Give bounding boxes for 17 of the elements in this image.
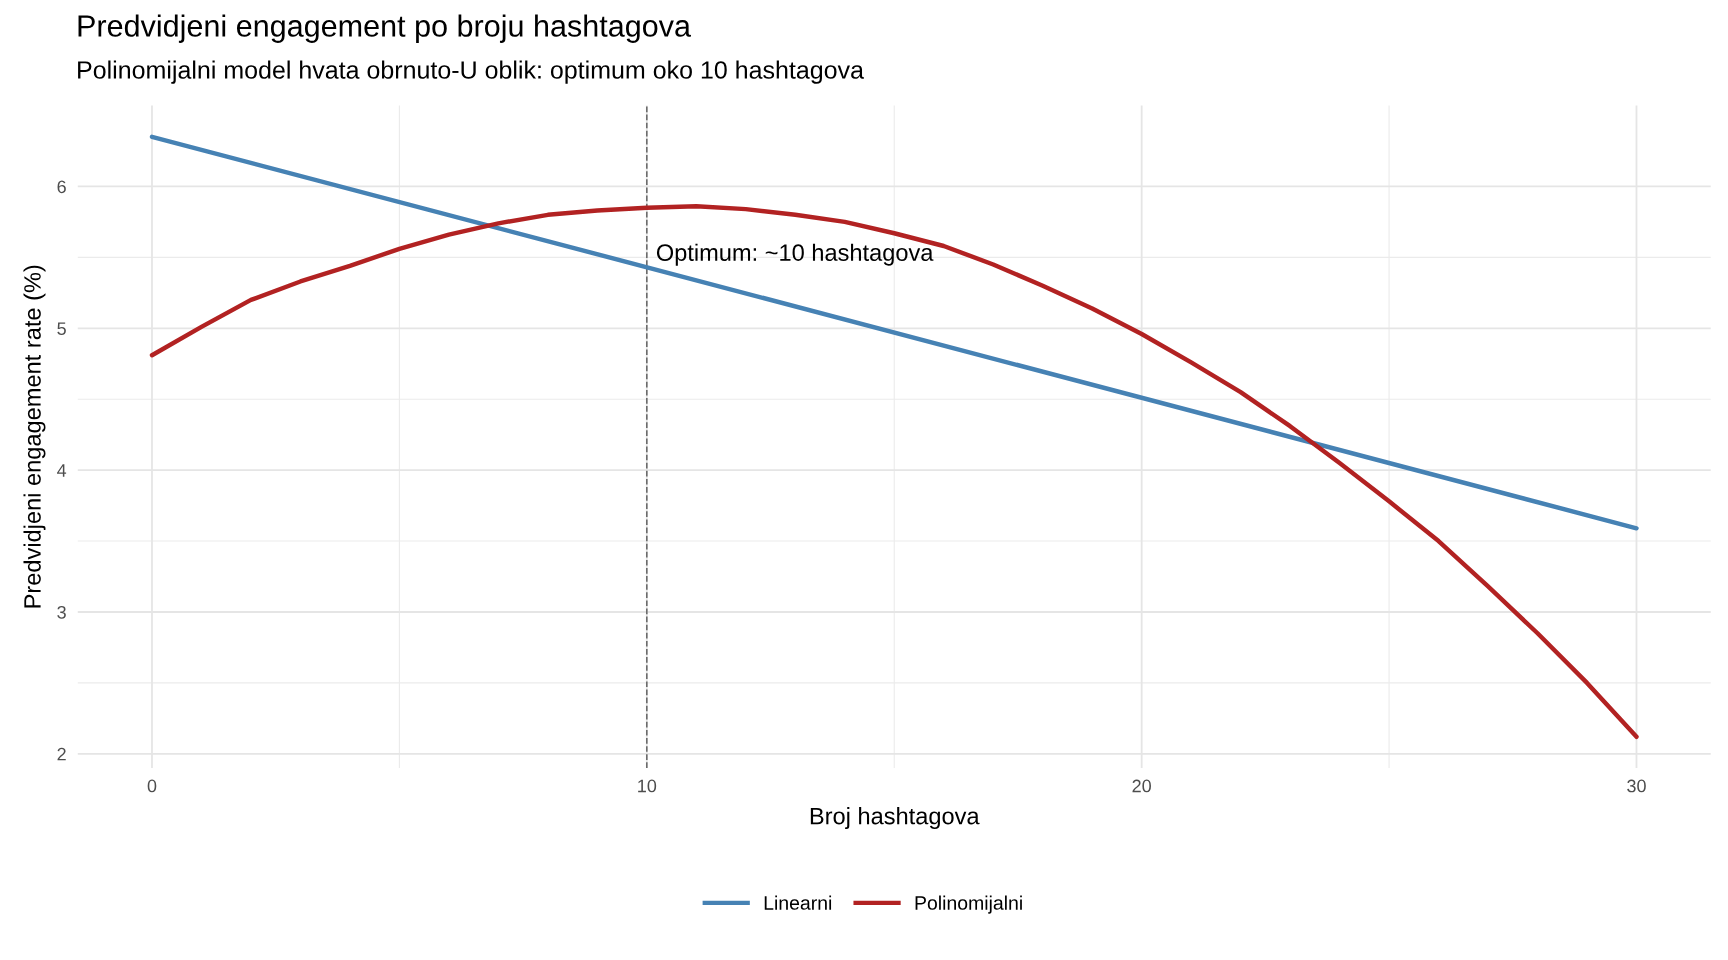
y-axis-title: Predvidjeni engagement rate (%) <box>23 265 46 608</box>
x-tick-label: 10 <box>638 779 657 793</box>
x-axis-title: Broj hashtagova <box>810 807 980 830</box>
chart-subtitle: Polinomijalni model hvata obrnuto-U oblik: optimum oko 10 hashtagova <box>78 60 864 84</box>
legend-label: Linearni <box>764 895 832 910</box>
y-tick-label: 3 <box>57 605 66 619</box>
y-tick-label: 6 <box>57 180 66 194</box>
y-tick-label: 2 <box>57 747 66 761</box>
y-tick-label: 4 <box>57 464 67 477</box>
chart-title: Predvidjeni engagement po broju hashtagova <box>78 14 691 43</box>
x-tick-label: 30 <box>1627 779 1646 793</box>
line-series <box>149 204 1639 740</box>
x-tick-label: 20 <box>1132 779 1151 793</box>
y-tick-label: 5 <box>57 322 66 336</box>
legend-label: Polinomijalni <box>915 895 1022 914</box>
x-tick-label: 0 <box>147 779 157 793</box>
annotation: Optimum: ~10 hashtagova <box>656 243 934 266</box>
